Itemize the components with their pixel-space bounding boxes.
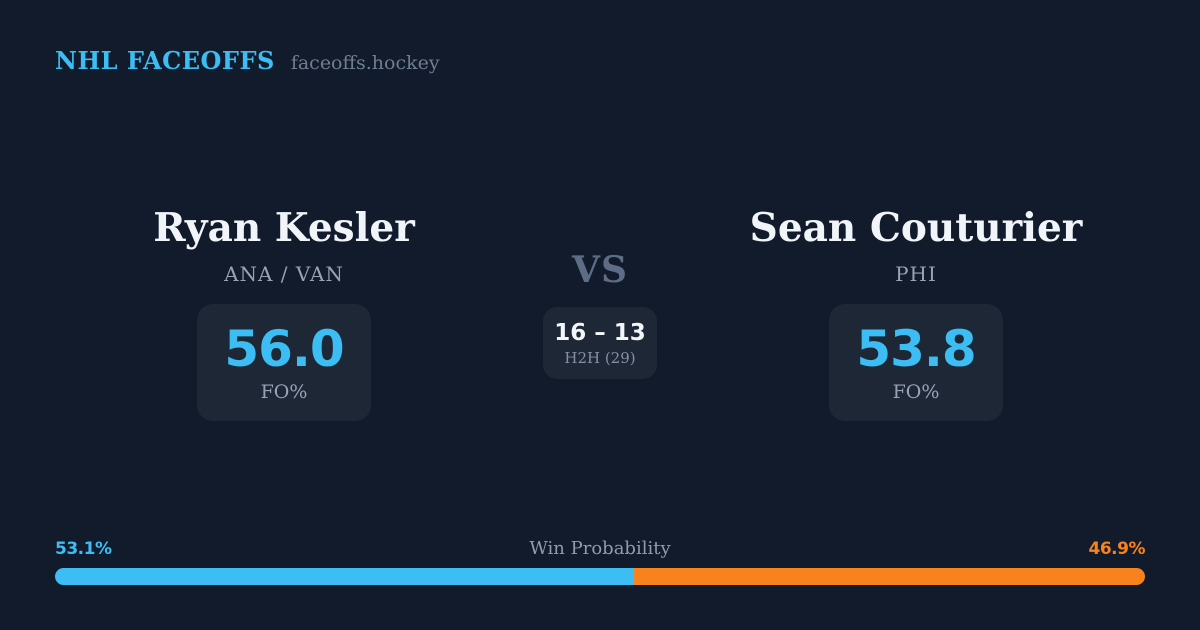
player-left-teams: ANA / VAN	[224, 261, 344, 286]
win-probability-bar	[55, 568, 1145, 585]
brand-title: NHL FACEOFFS	[55, 46, 275, 75]
win-probability-section: 53.1% Win Probability 46.9%	[55, 538, 1145, 585]
win-probability-left-pct: 53.1%	[55, 539, 112, 559]
h2h-score: 16 – 13	[554, 319, 646, 346]
player-left-name: Ryan Kesler	[153, 205, 415, 251]
header: NHL FACEOFFS faceoffs.hockey	[55, 46, 440, 75]
win-probability-bar-right-segment	[633, 568, 1145, 585]
site-domain: faceoffs.hockey	[290, 52, 440, 74]
vs-label: VS	[572, 249, 628, 291]
win-probability-bar-left-segment	[55, 568, 634, 585]
player-right-teams: PHI	[895, 261, 937, 286]
player-right-fo-label: FO%	[892, 380, 940, 403]
player-right-block: Sean Couturier PHI 53.8 FO%	[706, 206, 1126, 421]
matchup-center-block: VS 16 – 13 H2H (29)	[543, 250, 657, 379]
player-left-block: Ryan Kesler ANA / VAN 56.0 FO%	[74, 206, 494, 421]
player-left-stat-card: 56.0 FO%	[197, 303, 371, 421]
h2h-box: 16 – 13 H2H (29)	[543, 307, 657, 379]
player-right-stat-card: 53.8 FO%	[829, 303, 1003, 421]
win-probability-title: Win Probability	[529, 538, 671, 559]
player-right-fo-value: 53.8	[856, 319, 976, 378]
h2h-label: H2H (29)	[564, 348, 636, 367]
player-left-fo-value: 56.0	[224, 319, 344, 378]
win-probability-right-pct: 46.9%	[1088, 539, 1146, 559]
win-probability-labels: 53.1% Win Probability 46.9%	[55, 538, 1145, 559]
player-left-fo-label: FO%	[260, 380, 308, 403]
player-right-name: Sean Couturier	[749, 205, 1083, 251]
